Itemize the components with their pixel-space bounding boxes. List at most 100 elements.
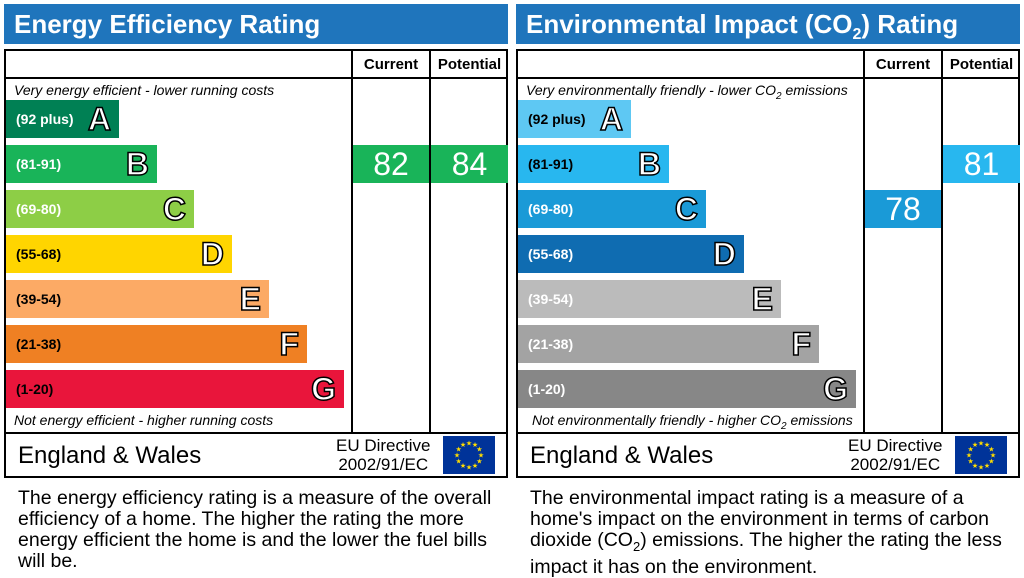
band-range: (69-80) [528,201,574,217]
band-range: (81-91) [16,156,62,172]
band-f: (21-38) F [518,325,819,363]
star-icon: ★ [476,458,482,466]
directive-line-2: 2002/91/EC [850,455,941,474]
footer-divider [518,432,1018,434]
star-icon: ★ [460,462,466,470]
energy-efficiency-panel: Energy Efficiency Rating Current Potenti… [4,0,508,572]
band-c: (69-80) C [6,190,194,228]
band-letter: E [751,280,774,318]
star-icon: ★ [472,462,478,470]
potential-divider [429,51,431,434]
band-range: (1-20) [16,381,54,397]
header-divider [6,77,506,79]
star-icon: ★ [988,446,994,454]
band-d: (55-68) D [6,235,232,273]
band-letter: E [239,280,262,318]
star-icon: ★ [478,452,484,460]
region-label: England & Wales [530,442,714,469]
header-divider [518,77,1018,79]
band-letter: D [200,235,225,273]
star-icon: ★ [988,458,994,466]
band-g: (1-20) G [6,370,344,408]
band-range: (21-38) [528,336,574,352]
star-icon: ★ [466,464,472,472]
star-icon: ★ [455,458,461,466]
band-letter: C [162,190,187,228]
bottom-note: Not energy efficient - higher running co… [14,412,274,428]
star-icon: ★ [978,440,984,448]
band-letter: F [279,325,300,363]
star-icon: ★ [476,446,482,454]
band-letter: G [822,370,848,408]
eu-flag-icon: ★ ★ ★ ★ ★ ★ ★ ★ ★ ★ ★ ★ [955,436,1007,474]
band-a: (92 plus) A [6,100,119,138]
band-g: (1-20) G [518,370,856,408]
band-letter: G [310,370,336,408]
current-divider [863,51,865,434]
region-label: England & Wales [18,442,202,469]
potential-rating: 81 [943,145,1020,183]
potential-column-header: Potential [437,56,502,73]
band-range: (21-38) [16,336,62,352]
band-b: (81-91) B [518,145,669,183]
environment-frame: Current Potential Very environmentally f… [516,49,1020,478]
band-letter: F [791,325,812,363]
current-column-header: Current [875,56,931,73]
current-column-header: Current [363,56,419,73]
footer-divider [6,432,506,434]
star-icon: ★ [984,441,990,449]
potential-column-header: Potential [949,56,1014,73]
band-range: (39-54) [16,291,62,307]
star-icon: ★ [460,441,466,449]
directive-line-1: EU Directive [848,436,943,455]
star-icon: ★ [967,458,973,466]
band-letter: A [87,100,112,138]
band-range: (55-68) [16,246,62,262]
band-c: (69-80) C [518,190,706,228]
top-note: Very environmentally friendly - lower CO… [526,82,848,102]
energy-title: Energy Efficiency Rating [4,4,508,44]
current-rating: 82 [353,145,429,183]
star-icon: ★ [967,446,973,454]
band-e: (39-54) E [6,280,269,318]
environment-description: The environmental impact rating is a mea… [530,487,1002,578]
band-letter: B [637,145,662,183]
eu-flag-icon: ★ ★ ★ ★ ★ ★ ★ ★ ★ ★ ★ ★ [443,436,495,474]
band-letter: B [125,145,150,183]
band-range: (55-68) [528,246,574,262]
star-icon: ★ [972,462,978,470]
directive-line-1: EU Directive [336,436,431,455]
star-icon: ★ [978,464,984,472]
band-letter: D [712,235,737,273]
top-note: Very energy efficient - lower running co… [14,82,275,98]
environmental-impact-panel: Environmental Impact (CO2) Rating Curren… [516,0,1020,577]
band-range: (92 plus) [16,111,74,127]
current-divider [351,51,353,434]
band-range: (69-80) [16,201,62,217]
band-range: (1-20) [528,381,566,397]
energy-description: The energy efficiency rating is a measur… [18,487,492,572]
bottom-note: Not environmentally friendly - higher CO… [532,412,853,432]
band-a: (92 plus) A [518,100,631,138]
star-icon: ★ [972,441,978,449]
environment-title: Environmental Impact (CO2) Rating [516,4,1020,44]
band-range: (39-54) [528,291,574,307]
potential-rating: 84 [431,145,508,183]
energy-frame: Current Potential Very energy efficient … [4,49,508,478]
star-icon: ★ [966,452,972,460]
band-letter: A [599,100,624,138]
star-icon: ★ [455,446,461,454]
star-icon: ★ [466,440,472,448]
band-range: (92 plus) [528,111,586,127]
band-f: (21-38) F [6,325,307,363]
star-icon: ★ [990,452,996,460]
band-d: (55-68) D [518,235,744,273]
directive-line-2: 2002/91/EC [338,455,429,474]
eu-directive: EU Directive 2002/91/EC [336,436,430,474]
star-icon: ★ [472,441,478,449]
band-letter: C [674,190,699,228]
band-b: (81-91) B [6,145,157,183]
potential-divider [941,51,943,434]
band-range: (81-91) [528,156,574,172]
eu-directive: EU Directive 2002/91/EC [848,436,942,474]
